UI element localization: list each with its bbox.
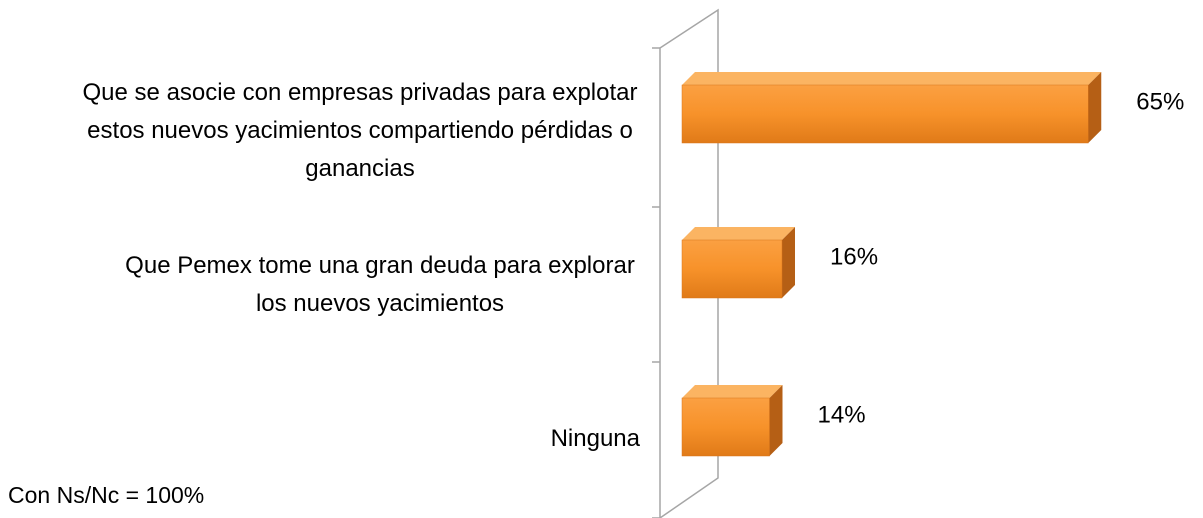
bar	[681, 239, 783, 299]
bar-side	[782, 227, 795, 298]
category-label: Que Pemex tome una gran deuda para explo…	[125, 252, 635, 317]
footnote: Con Ns/Nc = 100%	[8, 482, 205, 508]
value-label: 16%	[830, 243, 878, 270]
bar-top	[682, 227, 795, 240]
value-label: 14%	[818, 401, 866, 428]
bar	[681, 397, 770, 457]
bar	[681, 84, 1089, 144]
bar-top	[682, 385, 783, 398]
category-label: Ninguna	[550, 425, 640, 452]
bar-side	[1088, 72, 1102, 143]
bar-top	[682, 72, 1102, 85]
category-label: Que se asocie con empresas privadas para…	[82, 79, 638, 182]
value-label: 65%	[1136, 88, 1184, 115]
bar-side	[769, 385, 783, 456]
